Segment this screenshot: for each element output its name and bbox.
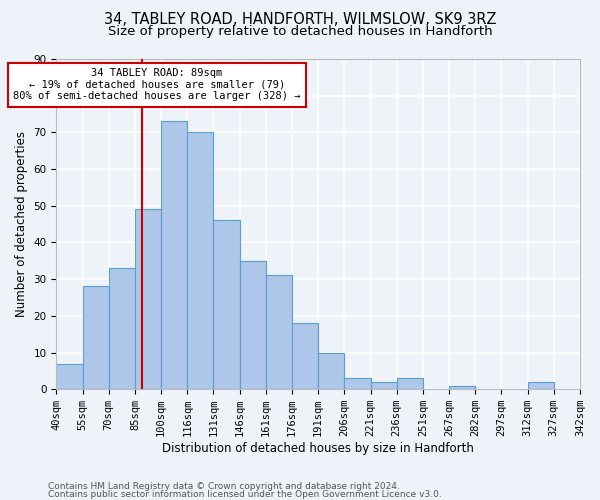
Bar <box>214 220 239 389</box>
Text: Contains HM Land Registry data © Crown copyright and database right 2024.: Contains HM Land Registry data © Crown c… <box>48 482 400 491</box>
Bar <box>56 364 83 389</box>
Bar <box>161 122 187 389</box>
Bar <box>397 378 423 389</box>
Text: Contains public sector information licensed under the Open Government Licence v3: Contains public sector information licen… <box>48 490 442 499</box>
Bar <box>527 382 554 389</box>
Bar <box>187 132 214 389</box>
Bar <box>266 276 292 389</box>
Text: Size of property relative to detached houses in Handforth: Size of property relative to detached ho… <box>107 25 493 38</box>
Bar <box>344 378 371 389</box>
Bar <box>83 286 109 389</box>
Bar <box>135 210 161 389</box>
Text: 34 TABLEY ROAD: 89sqm
← 19% of detached houses are smaller (79)
80% of semi-deta: 34 TABLEY ROAD: 89sqm ← 19% of detached … <box>13 68 301 102</box>
Bar <box>318 352 344 389</box>
Bar <box>109 268 135 389</box>
Bar <box>449 386 475 389</box>
Bar <box>292 323 318 389</box>
Text: 34, TABLEY ROAD, HANDFORTH, WILMSLOW, SK9 3RZ: 34, TABLEY ROAD, HANDFORTH, WILMSLOW, SK… <box>104 12 496 28</box>
X-axis label: Distribution of detached houses by size in Handforth: Distribution of detached houses by size … <box>162 442 474 455</box>
Bar <box>239 261 266 389</box>
Y-axis label: Number of detached properties: Number of detached properties <box>15 131 28 317</box>
Bar <box>371 382 397 389</box>
